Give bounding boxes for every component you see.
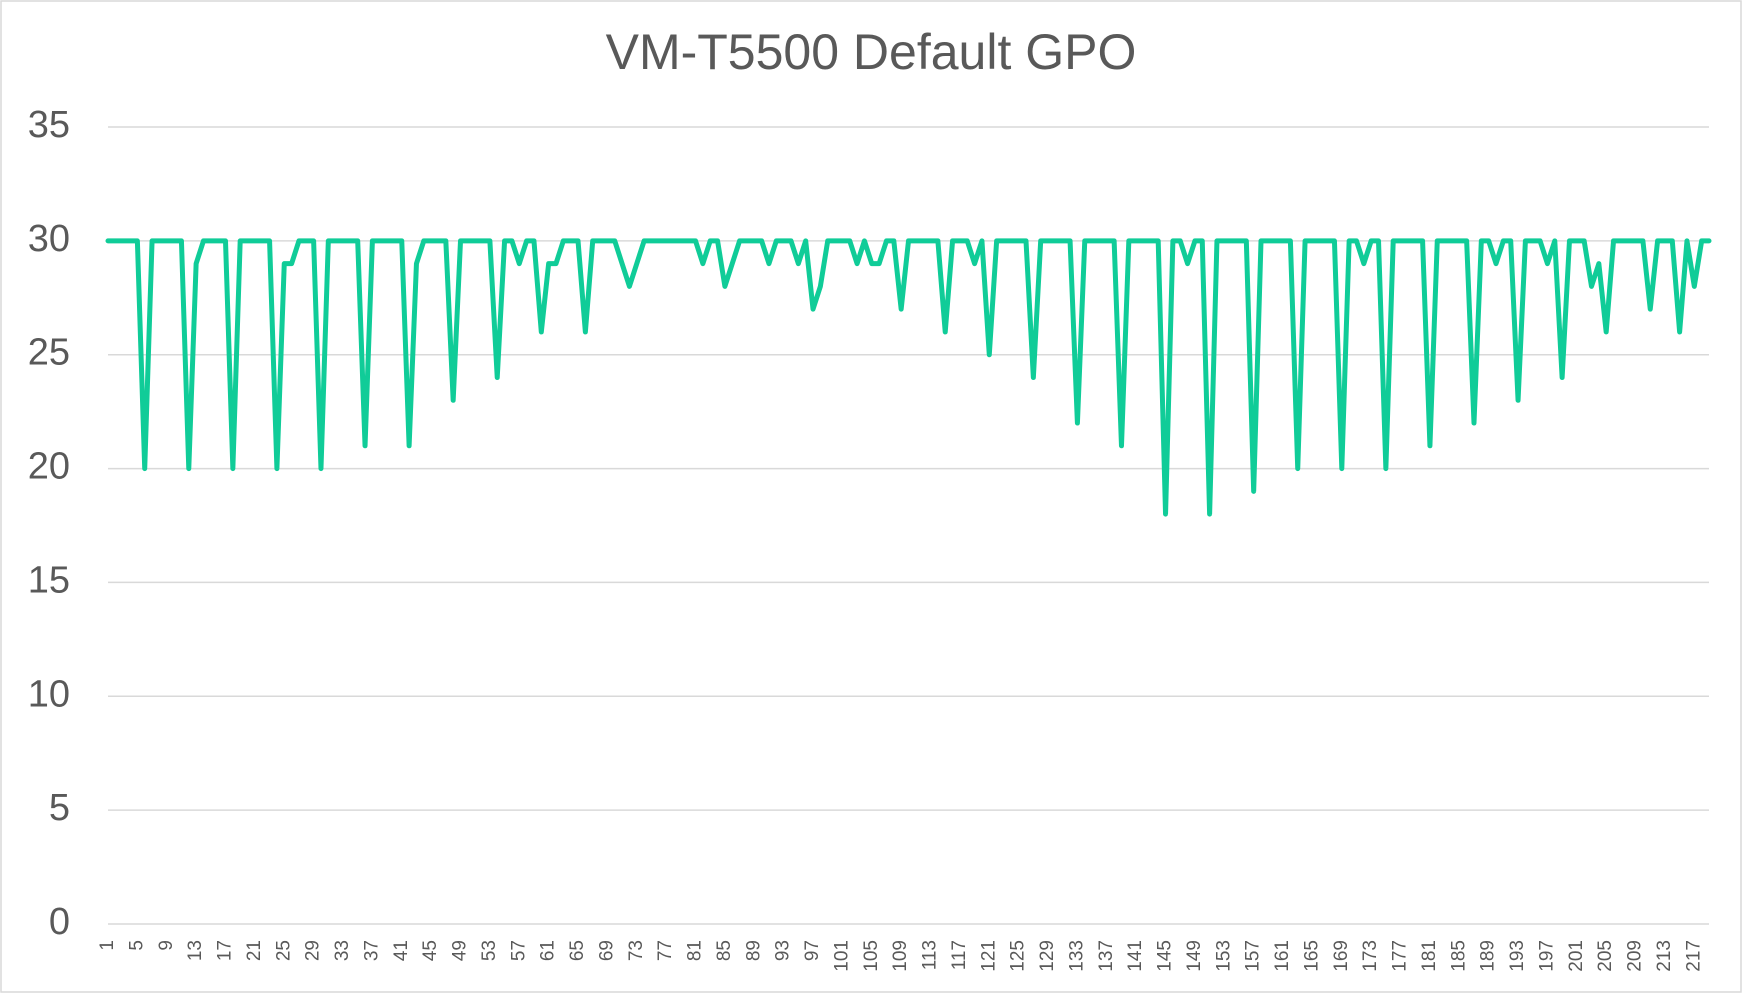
chart-title: VM-T5500 Default GPO [606,24,1137,80]
x-tick-label: 49 [450,940,471,961]
x-tick-label: 85 [714,940,735,961]
x-tick-label: 197 [1536,940,1557,972]
x-tick-label: 45 [420,940,441,961]
y-tick-label: 15 [28,559,70,601]
x-tick-label: 189 [1478,940,1499,972]
x-tick-label: 89 [743,940,764,961]
y-tick-label: 30 [28,218,70,260]
x-tick-label: 65 [567,940,588,961]
x-tick-label: 193 [1507,940,1528,972]
x-tick-label: 81 [685,940,706,961]
x-tick-label: 41 [391,940,412,961]
x-tick-label: 121 [978,940,999,972]
x-tick-label: 113 [920,940,941,970]
data-line [105,238,1712,517]
x-tick-label: 129 [1037,940,1058,972]
x-tick-label: 101 [831,940,852,972]
x-tick-label: 133 [1066,940,1087,972]
y-tick-label: 5 [49,787,70,829]
x-tick-label: 1 [97,940,118,951]
x-tick-label: 169 [1331,940,1352,972]
x-tick-label: 213 [1654,940,1675,972]
y-tick-label: 10 [28,673,70,715]
x-tick-label: 33 [332,940,353,961]
x-tick-label: 93 [773,940,794,961]
x-tick-label: 149 [1184,940,1205,972]
x-tick-label: 161 [1272,940,1293,972]
x-tick-label: 73 [626,940,647,961]
x-tick-label: 157 [1243,940,1264,972]
x-tick-label: 181 [1419,940,1440,972]
x-tick-label: 217 [1683,940,1704,972]
x-tick-label: 61 [538,940,559,961]
x-tick-label: 145 [1155,940,1176,972]
x-tick-label: 117 [949,940,970,970]
x-tick-label: 125 [1008,940,1029,972]
x-tick-label: 137 [1096,940,1117,972]
x-tick-label: 201 [1566,940,1587,972]
x-tick-label: 9 [156,940,177,951]
x-tick-label: 77 [655,940,676,961]
y-tick-label: 20 [28,446,70,488]
x-tick-label: 37 [361,940,382,961]
x-tick-label: 205 [1595,940,1616,972]
x-tick-label: 69 [596,940,617,961]
x-tick-label: 177 [1390,940,1411,972]
x-tick-label: 109 [890,940,911,972]
x-tick-label: 17 [215,940,236,961]
x-tick-label: 25 [273,940,294,961]
x-tick-label: 173 [1360,940,1381,972]
x-tick-label: 13 [185,940,206,961]
x-tick-label: 21 [244,940,265,961]
x-tick-label: 185 [1448,940,1469,972]
x-tick-label: 209 [1625,940,1646,972]
x-tick-label: 53 [479,940,500,961]
x-tick-label: 165 [1301,940,1322,972]
y-tick-label: 0 [49,901,70,943]
x-tick-label: 29 [303,940,324,961]
x-tick-label: 153 [1213,940,1234,972]
y-tick-label: 35 [28,104,70,146]
x-tick-label: 141 [1125,940,1146,972]
x-tick-label: 105 [861,940,882,972]
x-tick-label: 57 [508,940,529,961]
y-tick-label: 25 [28,332,70,374]
x-tick-label: 5 [126,940,147,951]
x-tick-label: 97 [802,940,823,961]
